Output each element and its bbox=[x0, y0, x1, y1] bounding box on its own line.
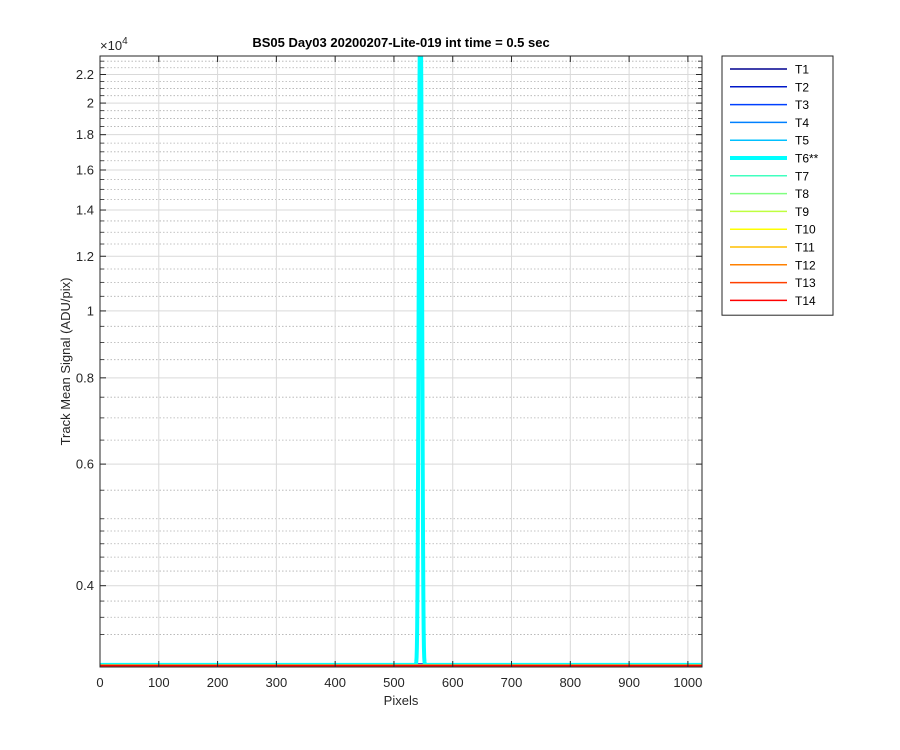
y-tick-label: 1.6 bbox=[76, 162, 94, 177]
x-axis-ticks: 0 100 200 300 400 500 600 700 800 900 1000 bbox=[96, 56, 702, 690]
legend-item: T9 bbox=[730, 205, 809, 219]
x-tick-label: 200 bbox=[207, 675, 229, 690]
x-tick-label: 700 bbox=[501, 675, 523, 690]
legend-item: T3 bbox=[730, 98, 809, 112]
legend-label: T8 bbox=[795, 187, 809, 201]
series-layer bbox=[100, 56, 702, 667]
legend[interactable]: T1 T2 T3 T4 T5 T6** T7 T8 T9 T10 T11 T12 T13 T14 bbox=[721, 55, 834, 316]
x-tick-label: 300 bbox=[266, 675, 288, 690]
y-exponent-power: 4 bbox=[122, 36, 128, 47]
y-tick-label: 0.4 bbox=[76, 578, 94, 593]
legend-item: T12 bbox=[730, 258, 816, 272]
legend-item: T7 bbox=[730, 169, 809, 183]
legend-item: T8 bbox=[730, 187, 809, 201]
legend-item: T5 bbox=[730, 134, 809, 148]
legend-label: T3 bbox=[795, 98, 809, 112]
legend-item: T4 bbox=[730, 116, 809, 130]
x-tick-label: 600 bbox=[442, 675, 464, 690]
x-tick-label: 400 bbox=[324, 675, 346, 690]
y-tick-label: 0.8 bbox=[76, 370, 94, 385]
y-exponent-base: ×10 bbox=[100, 38, 122, 53]
legend-item: T10 bbox=[730, 223, 816, 237]
x-tick-label: 1000 bbox=[673, 675, 702, 690]
x-tick-label: 900 bbox=[618, 675, 640, 690]
legend-box bbox=[721, 55, 834, 316]
x-tick-label: 800 bbox=[559, 675, 581, 690]
y-tick-label: 1.4 bbox=[76, 203, 94, 218]
legend-label: T5 bbox=[795, 134, 809, 148]
x-axis-label: Pixels bbox=[384, 693, 419, 708]
y-axis-ticks: 0.4 0.6 0.8 1 1.2 1.4 1.6 1.8 2 2.2 bbox=[76, 67, 702, 593]
legend-label: T12 bbox=[795, 258, 816, 272]
minor-grid bbox=[100, 60, 702, 635]
legend-item: T1 bbox=[730, 63, 809, 77]
y-tick-label: 1.2 bbox=[76, 249, 94, 264]
plot-axes: 0 100 200 300 400 500 600 700 800 900 1000 0.40.60… bbox=[76, 55, 703, 690]
legend-label: T7 bbox=[795, 169, 809, 183]
x-tick-label: 500 bbox=[383, 675, 405, 690]
legend-label: T4 bbox=[795, 116, 809, 130]
y-tick-label: 0.6 bbox=[76, 457, 94, 472]
y-axis-exponent: ×104 bbox=[100, 36, 128, 53]
legend-label: T10 bbox=[795, 223, 816, 237]
y-tick-label: 2.2 bbox=[76, 67, 94, 82]
legend-label: T9 bbox=[795, 205, 809, 219]
legend-item: T13 bbox=[730, 276, 816, 290]
y-axis-label: Track Mean Signal (ADU/pix) bbox=[58, 278, 73, 446]
legend-label: T13 bbox=[795, 276, 816, 290]
legend-label: T2 bbox=[795, 80, 809, 94]
legend-label: T1 bbox=[795, 63, 809, 77]
legend-label: T6** bbox=[795, 152, 819, 166]
y-tick-label: 1 bbox=[87, 303, 94, 318]
plot-background bbox=[100, 56, 702, 667]
plot-frame bbox=[99, 55, 703, 668]
legend-item: T6** bbox=[730, 152, 819, 166]
x-tick-label: 100 bbox=[148, 675, 170, 690]
x-tick-label: 0 bbox=[96, 675, 103, 690]
legend-item: T11 bbox=[730, 241, 815, 255]
major-grid bbox=[99, 56, 702, 667]
legend-item: T2 bbox=[730, 80, 809, 94]
legend-item: T14 bbox=[730, 294, 816, 308]
y-tick-label: 1.8 bbox=[76, 127, 94, 142]
y-tick-label: 2 bbox=[87, 96, 94, 111]
chart-title: BS05 Day03 20200207-Lite-019 int time = … bbox=[252, 35, 549, 50]
legend-label: T14 bbox=[795, 294, 816, 308]
legend-label: T11 bbox=[795, 241, 815, 255]
